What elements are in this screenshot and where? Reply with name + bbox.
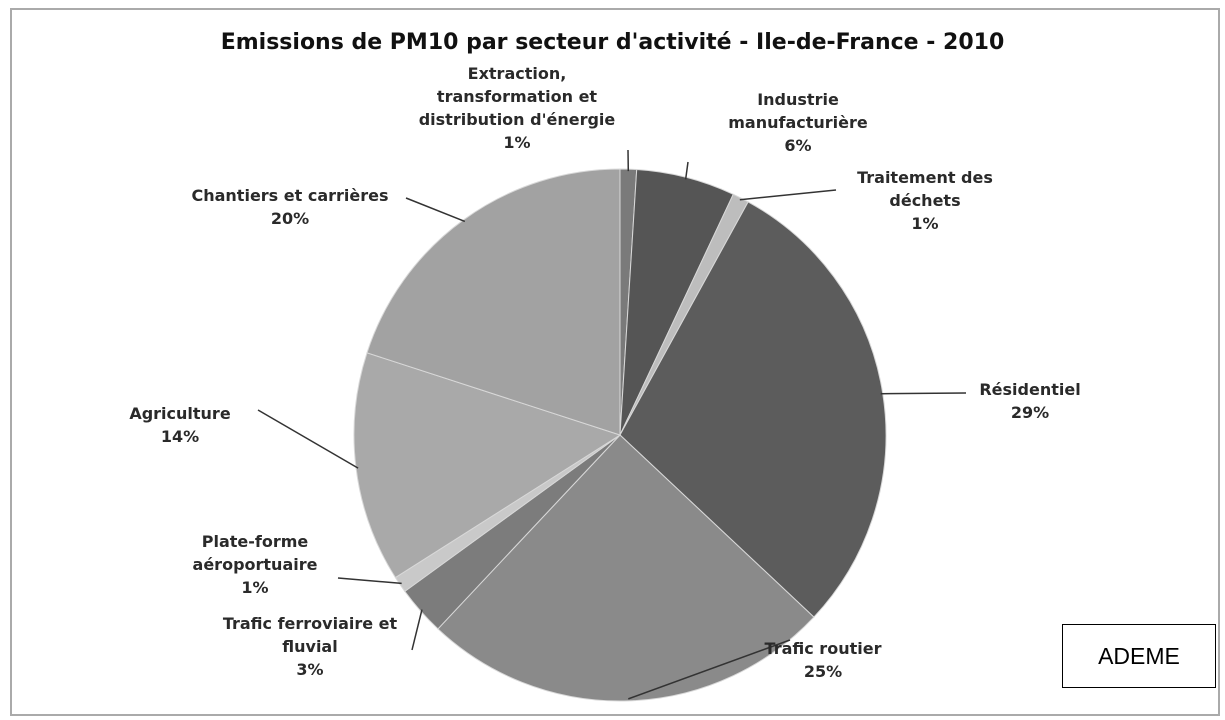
- category-label: Trafic routier: [764, 639, 882, 658]
- leader-line: [739, 189, 837, 201]
- pie-slice: [437, 434, 815, 702]
- pie-slice: [353, 352, 622, 579]
- value-label: 14%: [160, 427, 200, 446]
- leader-line: [337, 577, 402, 585]
- leader-line: [628, 639, 791, 700]
- category-label: Industrie manufacturière: [728, 90, 868, 132]
- value-label: 1%: [241, 578, 269, 597]
- leader-line: [684, 161, 689, 180]
- value-label: 1%: [503, 133, 531, 152]
- category-label: Extraction, transformation et distributi…: [418, 64, 616, 129]
- slice-label: Plate-forme aéroportuaire 1%: [160, 530, 350, 599]
- leader-line: [257, 409, 359, 469]
- slice-label: Trafic routier 25%: [723, 637, 923, 683]
- slice-label: Chantiers et carrières 20%: [160, 184, 420, 230]
- slice-label: Traitement des déchets 1%: [825, 166, 1025, 235]
- value-label: 6%: [784, 136, 812, 155]
- slice-label: Trafic ferroviaire et fluvial 3%: [200, 612, 420, 681]
- source-box: ADEME: [1062, 624, 1216, 688]
- chart-title: Emissions de PM10 par secteur d'activité…: [220, 30, 1005, 55]
- leader-line: [411, 609, 423, 651]
- category-label: Plate-forme aéroportuaire: [192, 532, 318, 574]
- category-label: Chantiers et carrières: [191, 186, 389, 205]
- pie-slice: [366, 168, 621, 436]
- category-label: Trafic ferroviaire et fluvial: [222, 614, 398, 656]
- value-label: 29%: [1010, 403, 1050, 422]
- chart-frame: [10, 8, 1220, 716]
- slice-label: Industrie manufacturière 6%: [698, 88, 898, 157]
- category-label: Traitement des déchets: [857, 168, 993, 210]
- slice-label: Extraction, transformation et distributi…: [397, 62, 637, 154]
- value-label: 25%: [803, 662, 843, 681]
- value-label: 20%: [270, 209, 310, 228]
- value-label: 1%: [911, 214, 939, 233]
- leader-line: [405, 197, 466, 223]
- slice-label: Résidentiel 29%: [945, 378, 1115, 424]
- category-label: Agriculture: [129, 404, 231, 423]
- value-label: 3%: [296, 660, 324, 679]
- category-label: Résidentiel: [979, 380, 1081, 399]
- slice-label: Agriculture 14%: [100, 402, 260, 448]
- leader-line: [880, 392, 967, 395]
